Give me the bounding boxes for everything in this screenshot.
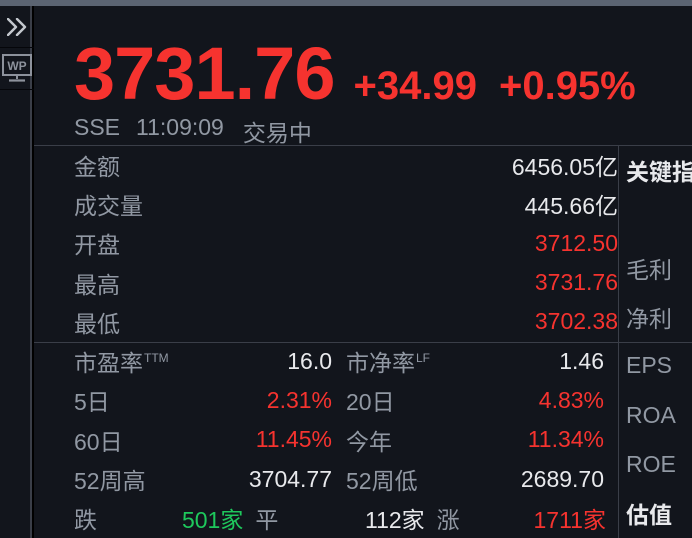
svg-text:WP: WP — [7, 59, 26, 73]
